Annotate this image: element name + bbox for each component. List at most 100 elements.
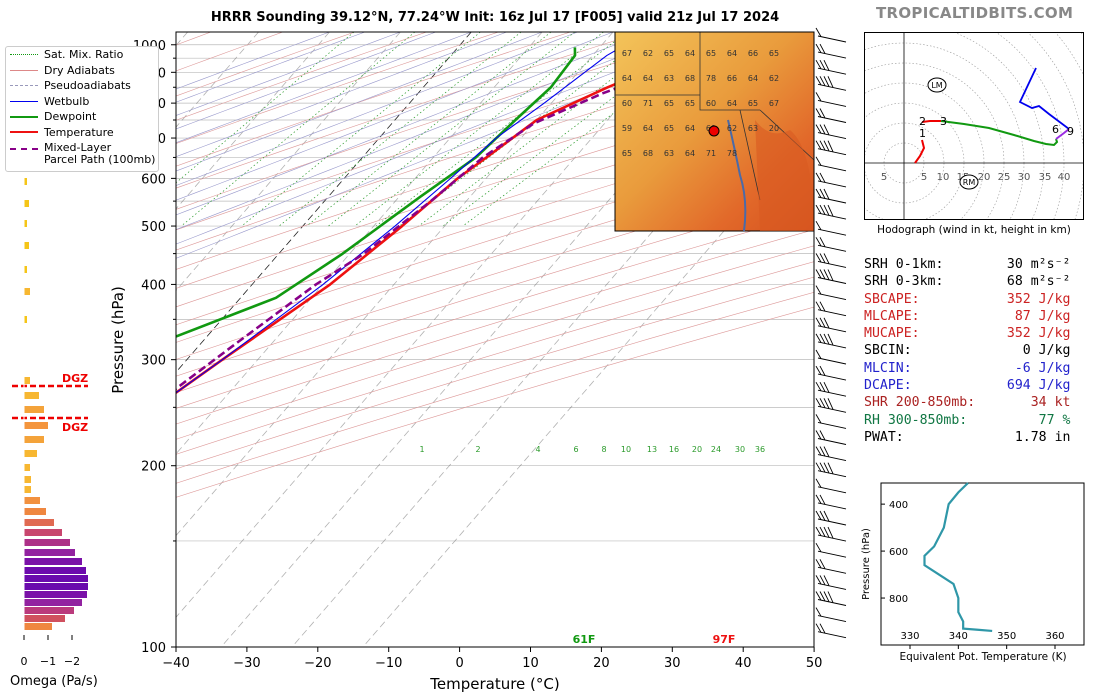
ept-x-tick: 340 — [949, 631, 968, 642]
hodo-tick-label: 5 — [881, 172, 887, 183]
omega-bars — [24, 62, 88, 630]
omega-bar — [24, 486, 31, 493]
wind-barb — [815, 430, 847, 445]
inset-value: 63 — [664, 74, 674, 83]
index-value: 30 m²s⁻² — [991, 257, 1071, 272]
mix-ratio-label: 4 — [535, 445, 540, 454]
index-value: 0 J/kg — [991, 343, 1071, 359]
omega-bar — [24, 266, 27, 273]
index-row: DCAPE: 694 J/kg — [864, 377, 1070, 394]
index-label: DCAPE: — [864, 378, 992, 394]
wind-barb — [815, 204, 847, 220]
hodo-tick-label: 40 — [1058, 172, 1071, 183]
omega-tick-label: 0 — [21, 655, 28, 668]
index-label: SRH 0-1km: — [864, 257, 992, 272]
inset-value: 60 — [622, 99, 632, 108]
index-value: 68 m²s⁻² — [991, 274, 1071, 290]
ept-x-label: Equivalent Pot. Temperature (K) — [899, 651, 1067, 663]
omega-bar — [24, 377, 30, 384]
inset-value: 65 — [748, 99, 758, 108]
index-row: SBCAPE: 352 J/kg — [864, 291, 1070, 308]
omega-bar — [24, 539, 70, 546]
inset-value: 66 — [748, 49, 758, 58]
omega-bar — [24, 615, 65, 622]
mix-ratio-label: 30 — [735, 445, 745, 454]
mix-ratio-label: 24 — [711, 445, 721, 454]
omega-bar — [24, 436, 44, 443]
wind-barb — [815, 269, 847, 284]
x-axis-label: Temperature (°C) — [429, 675, 559, 693]
index-label: MLCAPE: — [864, 308, 992, 324]
index-row: SRH 0-1km: 30 m²s⁻² — [864, 256, 1070, 273]
mix-ratio-label: 20 — [692, 445, 702, 454]
omega-bar — [24, 220, 27, 227]
legend-item-pseudo: Pseudoadiabats — [6, 78, 158, 94]
index-row: PWAT: 1.78 in — [864, 429, 1070, 446]
hodo-height-labels: 1 2 3 6 9 — [919, 115, 1074, 140]
omega-bar — [24, 558, 82, 565]
wind-barb — [815, 237, 847, 252]
inset-value: 63 — [748, 124, 758, 133]
wind-barbs — [815, 27, 847, 639]
index-row: MLCIN: -6 J/kg — [864, 360, 1070, 377]
wind-barb — [815, 317, 847, 333]
omega-bar — [24, 450, 37, 457]
wind-barb — [815, 526, 847, 542]
mix-ratio-label: 6 — [573, 445, 578, 454]
legend-item-mix: Sat. Mix. Ratio — [6, 47, 158, 63]
svg-text:6: 6 — [1052, 123, 1059, 136]
hodo-tick-label: 10 — [937, 172, 950, 183]
chart-title: HRRR Sounding 39.12°N, 77.24°W Init: 16z… — [210, 10, 780, 25]
wind-barb — [815, 607, 847, 623]
inset-value: 64 — [685, 124, 695, 133]
x-tick-label: 0 — [455, 656, 463, 671]
wind-barb — [815, 156, 847, 172]
omega-tick-label: −1 — [40, 655, 56, 668]
wind-barb — [815, 559, 847, 574]
inset-value: 68 — [685, 74, 695, 83]
wind-barb — [815, 124, 847, 140]
mix-ratio-label: 13 — [647, 445, 657, 454]
wind-barb — [815, 285, 847, 301]
ept-x-tick: 350 — [997, 631, 1016, 642]
omega-bar — [24, 623, 52, 630]
inset-value: 65 — [664, 99, 674, 108]
mix-ratio-label: 36 — [755, 445, 765, 454]
inset-value: 71 — [643, 99, 653, 108]
inset-value: 63 — [664, 149, 674, 158]
omega-bar — [24, 519, 54, 526]
index-row: SBCIN: 0 J/kg — [864, 342, 1070, 359]
hodo-trace-3-6km — [940, 120, 1059, 147]
mix-ratio-label: 1 — [419, 445, 424, 454]
rm-marker: RM — [959, 174, 979, 190]
x-tick-label: −10 — [375, 656, 402, 671]
wind-barb — [815, 108, 847, 123]
legend-item-temperature: Temperature — [6, 125, 158, 141]
hodograph: 5510152025303540 1 2 3 6 9 LM RM — [864, 32, 1084, 220]
inset-value: 60 — [706, 99, 716, 108]
ept-y-tick: 600 — [889, 547, 908, 558]
inset-value: 68 — [643, 149, 653, 158]
legend-item-dewpoint: Dewpoint — [6, 109, 158, 125]
x-tick-label: 10 — [522, 656, 539, 671]
index-label: PWAT: — [864, 429, 992, 445]
dgz-label-upper: DGZ — [62, 372, 88, 385]
ept-profile — [923, 482, 993, 633]
legend: Sat. Mix. Ratio Dry Adiabats Pseudoadiab… — [5, 46, 159, 172]
inset-value: 59 — [622, 124, 632, 133]
omega-ticks: 0 −1 −2 — [21, 635, 80, 668]
svg-text:3: 3 — [940, 115, 947, 128]
ept-y-tick: 800 — [889, 594, 908, 605]
omega-bar — [24, 406, 44, 413]
wind-barb — [815, 172, 847, 188]
mix-ratio-label: 10 — [621, 445, 631, 454]
ept-panel: 330 340 350 360 400 600 800 Pressure (hPa) — [861, 482, 1085, 649]
wind-barb — [815, 140, 847, 156]
surface-temp-label: 97F — [713, 633, 736, 646]
index-label: SBCIN: — [864, 343, 992, 359]
mix-ratio-label: 16 — [669, 445, 679, 454]
hodo-tick-label: 35 — [1039, 172, 1052, 183]
inset-value: 66 — [727, 74, 737, 83]
wind-barb — [815, 478, 847, 494]
omega-bar — [24, 591, 87, 598]
